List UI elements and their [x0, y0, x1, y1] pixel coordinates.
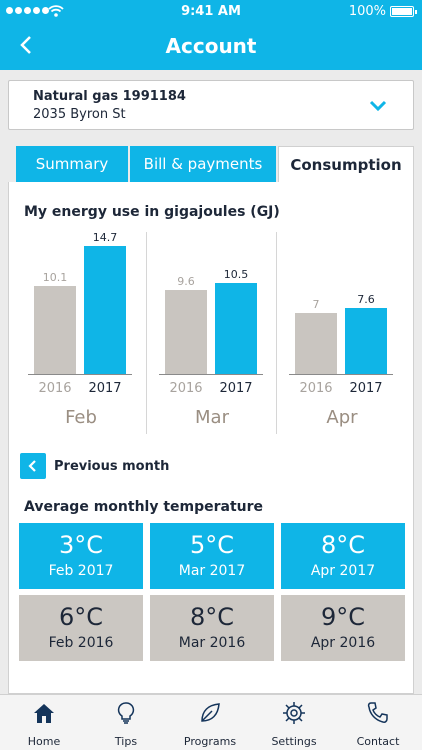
chart-baseline: [159, 374, 263, 375]
nav-tips[interactable]: Tips: [84, 695, 168, 750]
wifi-icon: [48, 5, 64, 17]
chart-data-label: 14.7: [92, 231, 118, 244]
bottom-navigation: Home Tips Programs Settings Contact: [0, 694, 422, 750]
temp-value: 5°C: [189, 531, 235, 559]
temp-tile-feb-2017: 3°C Feb 2017: [19, 523, 143, 589]
battery-icon: [390, 6, 417, 17]
home-icon: [34, 704, 54, 723]
temp-value: 8°C: [320, 531, 366, 559]
nav-label: Settings: [271, 735, 317, 748]
page-title: Account: [165, 34, 257, 58]
chart-series-label: 2017: [219, 381, 253, 396]
previous-month-button[interactable]: Previous month: [20, 453, 169, 479]
nav-label: Programs: [183, 735, 237, 748]
chart-category-label: Mar: [195, 407, 229, 428]
chart-month-group: 9.6 2016 10.5 2017 Mar: [146, 232, 276, 434]
temp-tile-apr-2016: 9°C Apr 2016: [281, 595, 405, 661]
chart-series-label: 2016: [299, 381, 333, 396]
signal-strength-icon: [6, 7, 49, 14]
nav-programs[interactable]: Programs: [168, 695, 252, 750]
chart-bar-2017: [84, 246, 126, 374]
chart-data-label: 9.6: [177, 275, 195, 288]
temp-value: 9°C: [320, 603, 366, 631]
chart-month-group: 10.1 2016 14.7 2017 Feb: [16, 231, 146, 434]
account-selector[interactable]: Natural gas 1991184 2035 Byron St: [8, 80, 414, 130]
chart-bar-2016: [295, 313, 337, 374]
temperature-title: Average monthly temperature: [24, 499, 264, 515]
chart-series-label: 2016: [38, 381, 72, 396]
nav-label: Contact: [356, 735, 400, 748]
energy-use-chart: 10.1 2016 14.7 2017 Feb 9.6 2016 10.5 2017 Mar 7 20…: [16, 231, 406, 438]
chart-bar-2016: [165, 290, 207, 374]
status-bar: 9:41 AM 100%: [0, 0, 422, 24]
chart-baseline: [289, 374, 393, 375]
chart-series-label: 2017: [88, 381, 122, 396]
tab-summary[interactable]: Summary: [16, 146, 128, 184]
account-address: 2035 Byron St: [33, 107, 126, 122]
chart-data-label: 10.1: [42, 271, 68, 284]
battery-percent: 100%: [348, 4, 386, 19]
temp-tile-mar-2016: 8°C Mar 2016: [150, 595, 274, 661]
chevron-left-icon[interactable]: [20, 453, 46, 479]
temp-value: 8°C: [189, 603, 235, 631]
temp-period: Apr 2017: [310, 563, 376, 579]
previous-month-label: Previous month: [54, 458, 170, 474]
chart-bar-2016: [34, 286, 76, 374]
leaf-icon: [201, 703, 220, 722]
nav-contact[interactable]: Contact: [336, 695, 420, 750]
chart-baseline: [28, 374, 132, 375]
chart-month-group: 7 2016 7.6 2017 Apr: [276, 232, 406, 434]
app-header: 9:41 AM 100% Account: [0, 0, 422, 70]
temp-period: Feb 2017: [48, 563, 114, 579]
temp-tile-apr-2017: 8°C Apr 2017: [281, 523, 405, 589]
temp-tile-mar-2017: 5°C Mar 2017: [150, 523, 274, 589]
chart-series-label: 2017: [349, 381, 383, 396]
chart-category-label: Feb: [65, 407, 97, 428]
chart-data-label: 7.6: [357, 293, 375, 306]
lightbulb-icon: [117, 702, 135, 724]
chart-bar-2017: [215, 283, 257, 374]
temp-value: 3°C: [58, 531, 104, 559]
nav-label: Home: [27, 735, 61, 748]
nav-home[interactable]: Home: [2, 695, 86, 750]
nav-label: Tips: [114, 735, 138, 748]
tab-bar: Summary Bill & payments Consumption: [16, 146, 414, 184]
temp-period: Feb 2016: [48, 635, 114, 651]
temp-period: Apr 2016: [310, 635, 376, 651]
chart-series-label: 2016: [169, 381, 203, 396]
account-name: Natural gas 1991184: [33, 89, 186, 104]
chart-data-label: 10.5: [223, 268, 249, 281]
status-time: 9:41 AM: [181, 4, 241, 19]
tab-bill-payments[interactable]: Bill & payments: [130, 146, 276, 184]
temp-period: Mar 2016: [178, 635, 246, 651]
chevron-down-icon[interactable]: [367, 95, 389, 117]
gear-icon: [283, 702, 305, 724]
chart-title: My energy use in gigajoules (GJ): [24, 204, 280, 220]
chart-data-label: 7: [312, 298, 320, 311]
back-button[interactable]: [14, 32, 40, 58]
chart-bar-2017: [345, 308, 387, 374]
temp-tile-feb-2016: 6°C Feb 2016: [19, 595, 143, 661]
temp-period: Mar 2017: [178, 563, 246, 579]
nav-settings[interactable]: Settings: [252, 695, 336, 750]
phone-icon: [367, 702, 388, 723]
tab-consumption[interactable]: Consumption: [278, 146, 414, 184]
chart-category-label: Apr: [326, 407, 358, 428]
temp-value: 6°C: [58, 603, 104, 631]
